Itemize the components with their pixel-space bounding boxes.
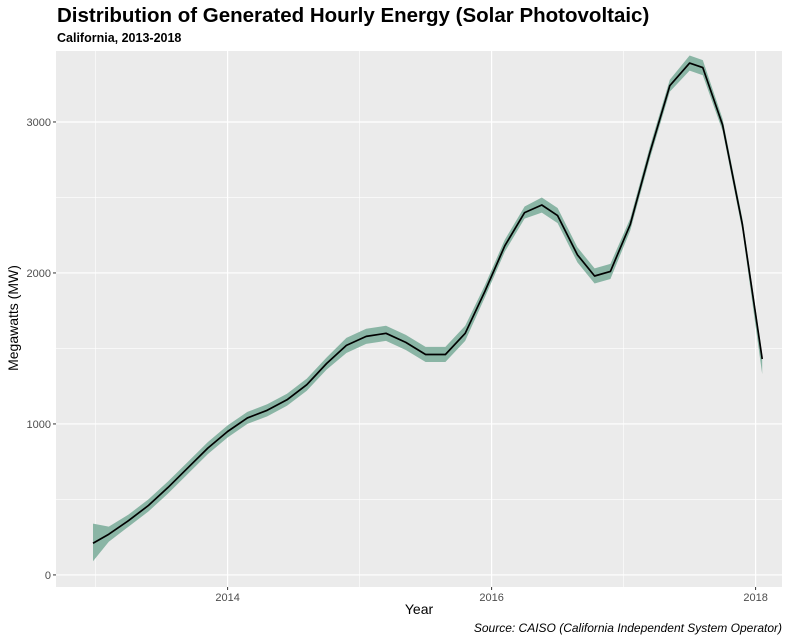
chart-caption: Source: CAISO (California Independent Sy…: [473, 621, 782, 635]
y-axis-label: Megawatts (MW): [5, 265, 21, 371]
y-tick-label: 2000: [27, 268, 51, 280]
chart-subtitle: California, 2013-2018: [57, 31, 182, 45]
trend-line: [92, 62, 764, 544]
chart-title: Distribution of Generated Hourly Energy …: [57, 4, 650, 27]
x-axis-label: Year: [404, 601, 434, 617]
y-tick-label: 1000: [27, 419, 51, 431]
panel-background: [56, 51, 782, 587]
x-tick-label: 2014: [215, 592, 239, 604]
y-tick-label: 3000: [27, 117, 51, 129]
y-tick-label: 0: [45, 570, 51, 582]
x-tick-label: 2018: [743, 592, 767, 604]
x-tick-label: 2016: [479, 592, 503, 604]
